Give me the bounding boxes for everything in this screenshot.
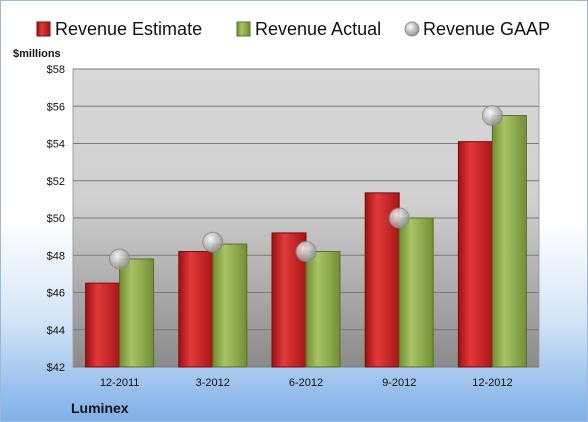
company-label: Luminex: [71, 400, 129, 416]
x-tick-label: 12-2012: [472, 377, 512, 389]
x-tick-label: 9-2012: [382, 377, 416, 389]
bar-revenue-estimate: [457, 141, 493, 368]
x-tick-label: 6-2012: [289, 377, 323, 389]
y-tick-label: $58: [47, 64, 65, 76]
x-axis-ticks: 12-2011 3-2012 6-2012 9-2012 12-2012: [100, 377, 513, 389]
bar-revenue-actual: [491, 115, 527, 368]
marker-revenue-gaap: [295, 241, 317, 263]
y-tick-label: $42: [47, 362, 65, 374]
marker-revenue-gaap: [202, 231, 224, 253]
bar-revenue-estimate: [178, 251, 214, 368]
bar-revenue-actual: [212, 243, 248, 368]
marker-revenue-gaap: [388, 207, 410, 229]
bar-revenue-actual: [305, 251, 341, 368]
y-axis-ticks: $42 $44 $46 $48 $50 $52 $54 $56 $58: [47, 64, 65, 374]
y-tick-label: $54: [47, 139, 65, 151]
bar-revenue-estimate: [85, 282, 121, 368]
y-tick-label: $44: [47, 325, 65, 337]
legend-swatch-revenue-estimate: [36, 21, 51, 37]
y-tick-label: $46: [47, 288, 65, 300]
y-tick-label: $56: [47, 101, 65, 113]
legend-swatch-revenue-actual: [236, 21, 251, 37]
x-tick-label: 3-2012: [196, 377, 230, 389]
legend: Revenue Estimate Revenue Actual Revenue GA…: [36, 19, 550, 39]
legend-swatch-revenue-gaap: [404, 21, 420, 37]
unit-label: $millions: [13, 48, 61, 60]
x-tick-label: 12-2011: [100, 377, 140, 389]
bar-revenue-actual: [398, 217, 434, 368]
legend-label: Revenue Actual: [255, 19, 381, 39]
marker-revenue-gaap: [109, 248, 131, 270]
y-tick-label: $48: [47, 250, 65, 262]
legend-label: Revenue GAAP: [423, 19, 550, 39]
y-tick-label: $50: [47, 213, 65, 225]
bar-revenue-actual: [119, 258, 155, 368]
bars: [85, 115, 527, 368]
y-tick-label: $52: [47, 176, 65, 188]
legend-label: Revenue Estimate: [55, 19, 202, 39]
gaap-markers: [109, 105, 503, 270]
marker-revenue-gaap: [481, 105, 503, 127]
